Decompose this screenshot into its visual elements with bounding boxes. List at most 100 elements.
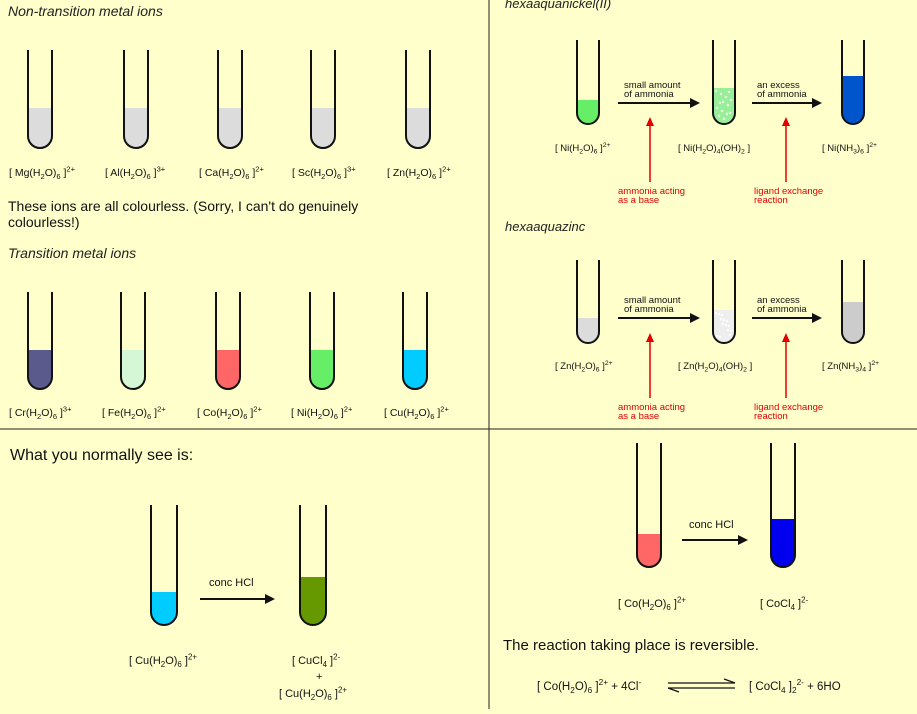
cobalt-reactant-label-part: ]: [671, 598, 677, 610]
panel-cobalt-hcl: The reaction taking place is reversible.…: [503, 443, 841, 695]
transition-tube-1: [120, 292, 146, 390]
equation-left-part: 2: [570, 686, 575, 695]
nickel-tube-0-liquid: [577, 100, 599, 124]
nickel-small-amount-line1: small amount: [624, 80, 681, 91]
copper-product2-label-part: 6: [327, 693, 332, 702]
test-tube-1-glass: [123, 50, 149, 149]
nickel-arrow-base: [646, 117, 654, 182]
transition-ion-label-2-part: 2+: [253, 405, 262, 414]
transition-ion-label-1-part: 2: [131, 412, 135, 421]
transition-tube-0: [27, 292, 53, 390]
transition-ion-label-0-part: 3+: [63, 405, 72, 414]
zinc-small-amount-line1: small amount: [624, 295, 681, 306]
transition-ion-label-0-part: 6: [53, 412, 57, 421]
nickel-arrow-ligand-head: [782, 117, 790, 126]
equation-left-part: O): [575, 681, 588, 693]
equation-left-part: + 4Cl: [608, 681, 638, 693]
zinc-complex-label-2-part: 4: [862, 367, 866, 374]
ion-label-1-part: 3+: [157, 165, 166, 174]
zinc-complex-label-2-part: 3: [855, 367, 859, 374]
cobalt-aqua-tube: [636, 443, 662, 568]
cobalt-aqua-tube-glass: [636, 443, 662, 568]
transition-ion-label-4-part: 6: [430, 412, 434, 421]
nickel-arrow-base-head: [646, 117, 654, 126]
zinc-tube-2-glass: [841, 260, 865, 344]
nickel-arrow-excess-head: [812, 98, 822, 108]
transition-tube-4-glass: [402, 292, 428, 390]
ion-label-4-part: 2+: [442, 165, 451, 174]
transition-ion-label-1-part: ]: [151, 407, 157, 419]
transition-ion-label-2-part: ]: [247, 407, 253, 419]
cobalt-product-label: [ CoCl4 ]2-: [760, 595, 808, 612]
equation-right-part: O: [832, 681, 841, 693]
ion-label-1-part: O): [135, 167, 147, 179]
transition-ion-label-3-part: 2+: [344, 405, 353, 414]
cobalt-reactant-label: [ Co(H2O)6 ]2+: [618, 595, 686, 612]
ion-label-0-part: 2: [41, 172, 45, 181]
zinc-tube-1-precipitate-speck: [727, 324, 731, 328]
ion-label-2-part: [ Ca(H: [199, 167, 229, 179]
nickel-complex-label-1: [ Ni(H2O)4(OH)2 ]: [678, 143, 750, 156]
nickel-complex-label-2-part: [ Ni(NH: [822, 143, 853, 154]
equation-right-part: [ CoCl: [749, 681, 781, 693]
test-tube-3-liquid: [311, 108, 335, 148]
panel-aqua-ions: Non-transition metal ions [ Mg(H2O)6 ]2+…: [8, 3, 451, 421]
nickel-excess-line1: an excess: [757, 80, 800, 91]
zinc-complex-label-0-part: 2+: [605, 360, 613, 367]
zinc-base-line2: as a base: [618, 411, 659, 422]
zinc-tube-1-precipitate-speck: [718, 335, 722, 339]
copper-plus: +: [316, 671, 322, 683]
transition-tube-1-glass: [120, 292, 146, 390]
nickel-complex-label-0: [ Ni(H2O)6 ]2+: [555, 142, 611, 156]
nickel-tube-1-precipitate-speck: [726, 103, 730, 107]
zinc-tube-1-precipitate-speck: [715, 334, 719, 338]
cobalt-product-label-part: ]: [795, 598, 801, 610]
nickel-complex-label-0-part: 2: [579, 149, 583, 156]
ion-label-2: [ Ca(H2O)6 ]2+: [199, 165, 264, 181]
ion-label-2-part: 6: [245, 172, 249, 181]
nickel-arrow-small-amount: [618, 98, 700, 108]
zinc-tube-1-precipitate-speck: [720, 313, 724, 317]
test-tube-4: [405, 50, 431, 149]
nickel-complex-label-0-part: [ Ni(H: [555, 143, 579, 154]
transition-ion-label-2-part: 2: [227, 412, 231, 421]
test-tube-4-glass: [405, 50, 431, 149]
nickel-tube-0: [576, 40, 600, 125]
transition-tube-0-glass: [27, 292, 53, 390]
nickel-complex-label-0-part: ]: [597, 143, 602, 154]
nickel-complex-label-1-part: O): [706, 143, 717, 154]
copper-aqua-tube-glass: [150, 505, 178, 626]
transition-ion-label-4-part: [ Cu(H: [384, 407, 414, 419]
nickel-complex-label-0-part: 6: [594, 149, 598, 156]
nickel-tube-1-precipitate-speck: [715, 106, 719, 110]
transition-ion-label-2-part: O): [232, 407, 244, 419]
ion-label-0: [ Mg(H2O)6 ]2+: [9, 165, 76, 181]
ion-label-2-part: O): [234, 167, 246, 179]
zinc-complex-label-1-part: [ Zn(H: [678, 361, 705, 372]
zinc-tube-1-precipitate-speck: [721, 322, 725, 326]
ion-label-1-part: ]: [151, 167, 157, 179]
copper-hcl-arrow: [200, 594, 275, 604]
copper-aqua-tube-liquid: [151, 592, 177, 625]
ion-label-4-part: O): [420, 167, 432, 179]
copper-hcl-arrow-head: [265, 594, 275, 604]
zinc-tube-1: [712, 260, 736, 344]
cobalt-reactant-label-part: O): [654, 598, 666, 610]
nickel-complex-label-0-part: O): [583, 143, 594, 154]
ion-label-3-part: 2: [321, 172, 325, 181]
nickel-tube-1-glass: [712, 40, 736, 125]
transition-ion-label-3-part: ]: [338, 407, 344, 419]
nickel-base-line1: ammonia acting: [618, 186, 685, 197]
cobalt-chloride-tube: [770, 443, 796, 568]
equilibrium-arrows: [667, 678, 736, 693]
equilibrium-forward-barb: [723, 678, 736, 684]
copper-reactant-label: [ Cu(H2O)6 ]2+: [129, 652, 197, 669]
copper-chloride-tube-glass: [299, 505, 327, 626]
zinc-complex-label-2-part: ): [859, 361, 862, 372]
nickel-complex-label-1-part: 2: [702, 149, 706, 156]
nickel-tube-2-liquid: [842, 76, 864, 124]
nickel-tube-1-precipitate-speck: [721, 100, 725, 104]
ion-label-3-part: 3+: [347, 165, 356, 174]
zinc-arrow-base: [646, 333, 654, 398]
